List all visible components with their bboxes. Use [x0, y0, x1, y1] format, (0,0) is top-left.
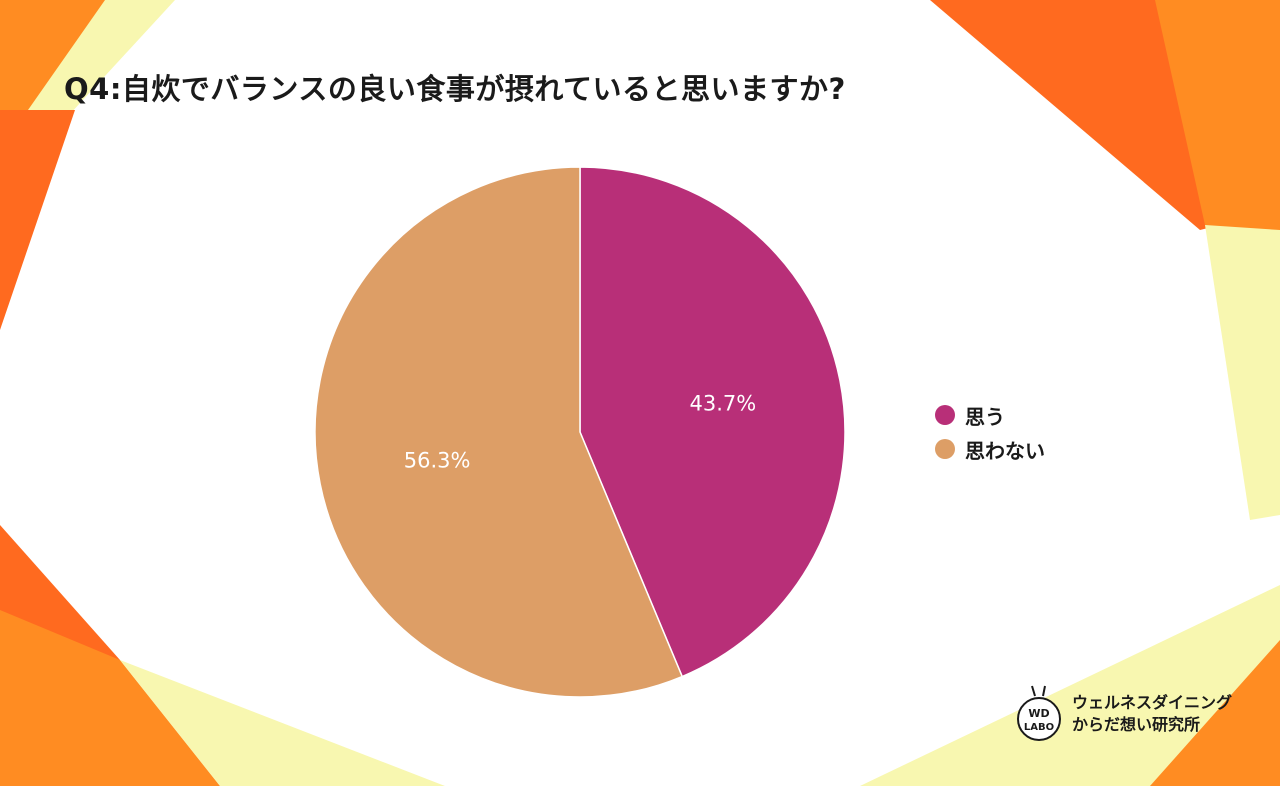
- chart-legend: 思う 思わない: [935, 398, 1045, 466]
- logo-text-bottom: LABO: [1024, 722, 1054, 733]
- wd-labo-logo-icon: WD LABO: [1017, 685, 1061, 741]
- slice-label-agree: 43.7%: [690, 391, 757, 415]
- legend-label-agree: 思う: [965, 404, 1005, 429]
- bg-shape-bottom-right-yellow: [860, 585, 1280, 786]
- legend-item-disagree[interactable]: 思わない: [935, 432, 1045, 466]
- legend-swatch-agree: [935, 405, 955, 425]
- brand-name-line2: からだ想い研究所: [1072, 715, 1201, 734]
- slice-label-disagree: 56.3%: [404, 449, 471, 473]
- brand-name-line1: ウェルネスダイニング: [1072, 693, 1233, 712]
- brand-block: WD LABO ウェルネスダイニング からだ想い研究所: [1012, 684, 1232, 744]
- bg-shape-right-yellow: [1205, 225, 1280, 520]
- pie-slice-agree[interactable]: [579, 166, 846, 678]
- bg-shape-left-orange: [0, 110, 75, 330]
- bg-shape-bottom-right-orange: [1150, 640, 1280, 786]
- legend-item-agree[interactable]: 思う: [935, 398, 1045, 432]
- legend-swatch-disagree: [935, 439, 955, 459]
- pie-slice-disagree[interactable]: [314, 166, 684, 698]
- chart-title: Q4:自炊でバランスの良い食事が摂れていると思いますか?: [64, 72, 846, 106]
- bg-shape-bottom-left-orange: [0, 610, 220, 786]
- brand-name: ウェルネスダイニング からだ想い研究所: [1072, 692, 1232, 736]
- bg-shape-top-right-orange: [1155, 0, 1280, 290]
- legend-label-disagree: 思わない: [965, 438, 1045, 463]
- bg-shape-bottom-left-yellow: [120, 660, 445, 786]
- logo-text-top: WD: [1028, 707, 1049, 720]
